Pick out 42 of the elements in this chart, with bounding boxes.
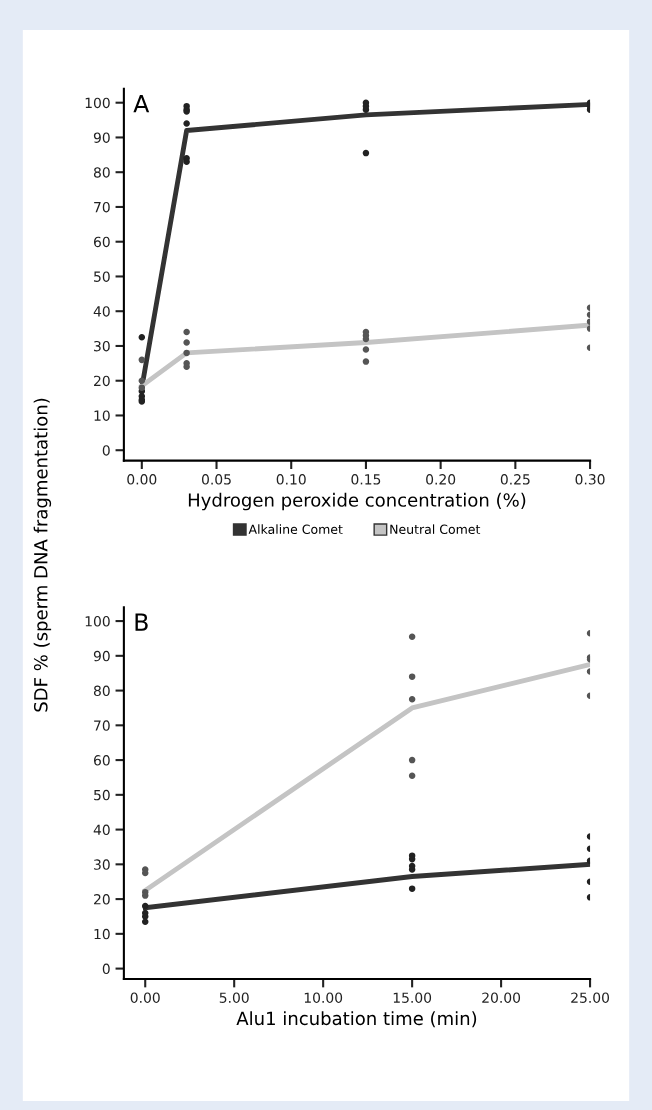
x-axis-title: Alu1 incubation time (min) — [236, 1011, 477, 1028]
x-tick-label: 5.00 — [219, 992, 249, 1003]
y-tick-label: 10 — [94, 928, 110, 940]
y-tick-label: 90 — [93, 132, 110, 143]
y-tick-label: 60 — [93, 236, 110, 248]
y-tick-label: 10 — [94, 410, 110, 421]
x-tick-label: 15.00 — [393, 992, 432, 1003]
legend-label: Neutral Comet — [390, 524, 481, 535]
y-tick-label: 0 — [102, 963, 110, 975]
y-tick-label: 20 — [94, 375, 110, 387]
x-axis-title: Hydrogen peroxide concentration (%) — [188, 492, 526, 511]
y-tick-label: 40 — [93, 306, 110, 317]
y-tick-label: 80 — [93, 685, 110, 697]
y-tick-label: 30 — [94, 340, 110, 352]
x-tick-label: 0.15 — [351, 474, 381, 485]
y-tick-label: 50 — [94, 271, 110, 282]
x-tick-label: 20.00 — [482, 992, 521, 1003]
y-tick-label: 20 — [94, 894, 110, 905]
x-tick-label: 0.00 — [130, 992, 160, 1003]
y-tick-label: 100 — [85, 616, 110, 627]
y-tick-label: 0 — [102, 445, 110, 456]
x-tick-label: 0.05 — [201, 474, 231, 485]
legend-label: Alkaline Comet — [248, 524, 343, 535]
x-tick-label: 10.00 — [304, 992, 343, 1003]
x-tick-label: 0.00 — [127, 474, 157, 485]
x-tick-label: 0.25 — [500, 474, 530, 485]
y-axis-title: SDF % (sperm DNA fragmentation) — [33, 398, 52, 712]
y-tick-label: 80 — [93, 167, 110, 178]
y-tick-label: 100 — [85, 97, 110, 109]
y-tick-label: 30 — [94, 859, 110, 870]
annotation: B — [135, 613, 148, 631]
x-tick-label: 0.10 — [276, 474, 306, 485]
x-tick-label: 0.30 — [575, 474, 605, 485]
y-tick-label: 70 — [94, 201, 110, 213]
y-tick-label: 70 — [94, 720, 110, 731]
y-tick-label: 50 — [94, 789, 110, 801]
y-tick-label: 90 — [93, 650, 110, 662]
x-tick-label: 0.20 — [426, 474, 456, 485]
y-tick-label: 60 — [93, 755, 110, 766]
x-tick-label: 25.00 — [571, 992, 610, 1003]
annotation: A — [133, 95, 150, 113]
y-tick-label: 40 — [93, 824, 110, 836]
